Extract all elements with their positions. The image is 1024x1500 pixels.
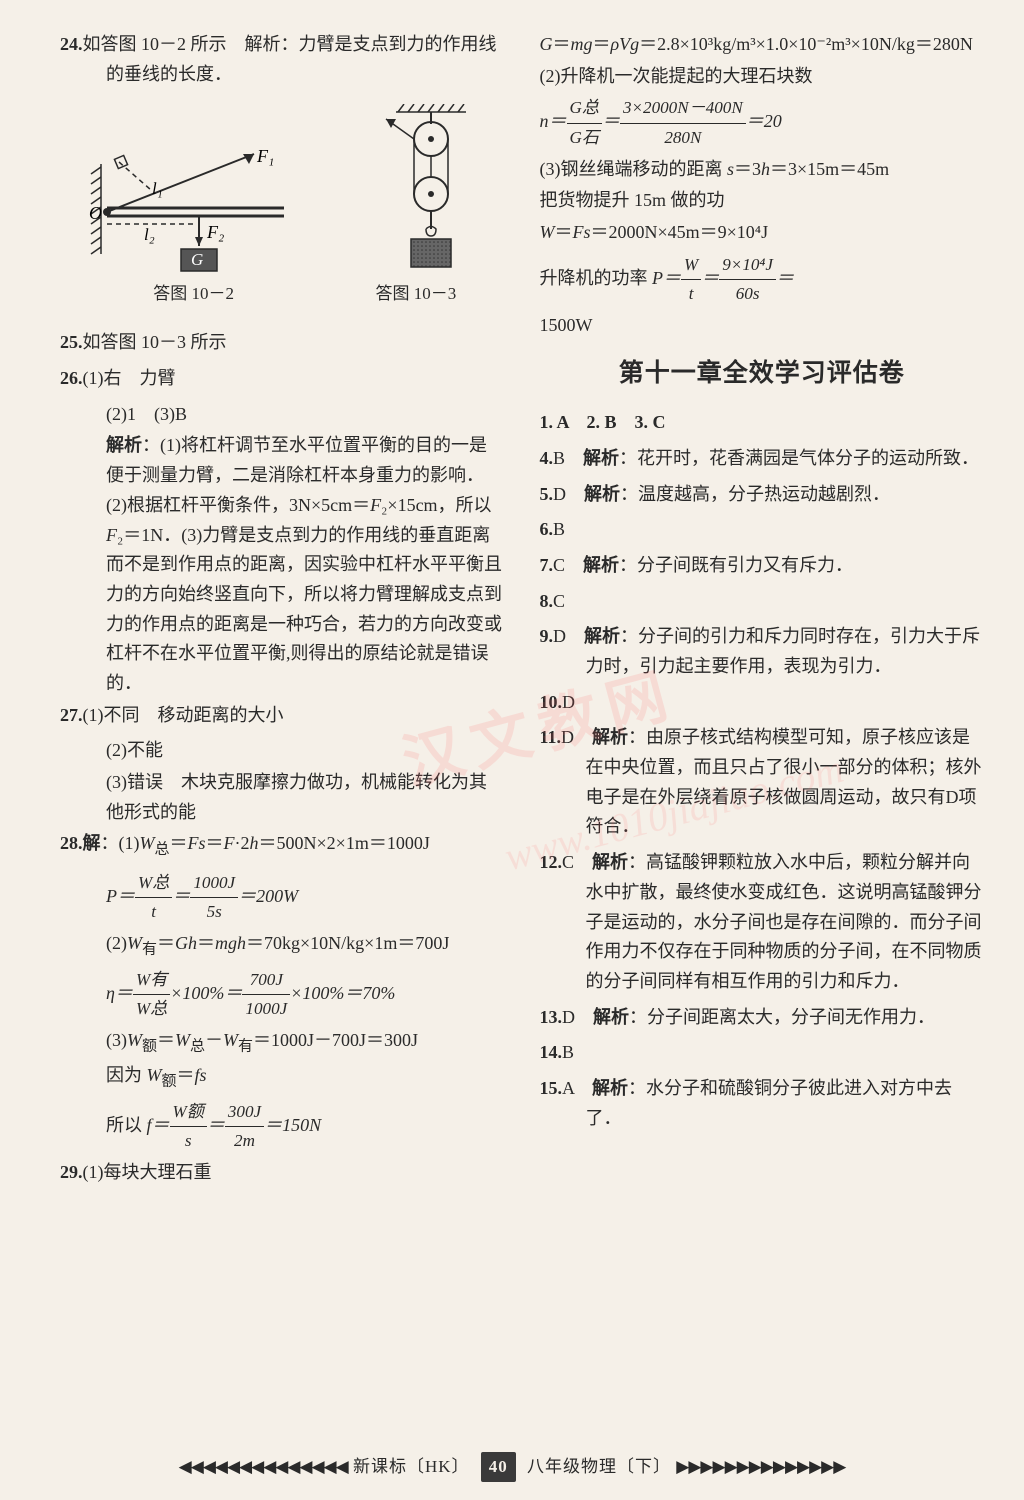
q6: 6.B	[540, 515, 985, 545]
item-28-intro: 解：(1)W总＝Fs＝F·2h＝500N×2×1m＝1000J	[83, 833, 430, 853]
q4: 4.B 解析：花开时，花香满园是气体分子的运动所致．	[540, 444, 985, 474]
right-column: G＝mg＝ρVg＝2.8×10³kg/m³×1.0×10⁻²m³×10N/kg＝…	[540, 30, 985, 1194]
item-24-text: 如答图 10－2 所示 解析：力臂是支点到力的作用线的垂线的长度．	[83, 34, 497, 84]
item-28-wextra: (3)W额＝W总－W有＝1000J－700J＝300J	[60, 1026, 505, 1059]
item-25-text: 如答图 10－3 所示	[83, 332, 227, 352]
item-27: 27.(1)不同 移动距离的大小	[60, 701, 505, 731]
figure-row: O F₁ F₂ l₁ l₂ G 答图 10－2	[60, 104, 505, 308]
item-24: 24.如答图 10－2 所示 解析：力臂是支点到力的作用线的垂线的长度．	[60, 30, 505, 89]
item-28-f-formula: 所以 f＝W额s＝300J2m＝150N	[60, 1098, 505, 1155]
r-l1: G＝mg＝ρVg＝2.8×10³kg/m³×1.0×10⁻²m³×10N/kg＝…	[540, 30, 985, 60]
item-26-line2: (2)1 (3)B	[60, 400, 505, 430]
q10: 10.D	[540, 688, 985, 718]
item-28-wh: (2)W有＝Gh＝mgh＝70kg×10N/kg×1m＝700J	[60, 929, 505, 962]
svg-text:F₁: F₁	[256, 146, 274, 166]
q8: 8.C	[540, 587, 985, 617]
item-28-eta-formula: η＝W有W总×100%＝700J1000J×100%＝70%	[60, 966, 505, 1023]
svg-text:l₁: l₁	[152, 179, 163, 198]
r-l4: 把货物提升 15m 做的功	[540, 186, 985, 216]
footer-right-arrows: ▶▶▶▶▶▶▶▶▶▶▶▶▶▶	[676, 1457, 845, 1476]
item-27-num: 27.	[60, 705, 83, 725]
item-28-num: 28.	[60, 833, 83, 853]
footer-right-text: 八年级物理〔下〕	[527, 1457, 671, 1476]
item-28-because: 因为 W额＝fs	[60, 1061, 505, 1094]
item-26-explain: 解析：解析：(1)将杠杆调节至水平位置平衡的目的一是便于测量力臂，二是消除杠杆本…	[60, 431, 505, 698]
page-number: 40	[481, 1452, 516, 1482]
svg-text:l₂: l₂	[144, 225, 155, 244]
page-container: 24.如答图 10－2 所示 解析：力臂是支点到力的作用线的垂线的长度．	[60, 30, 984, 1194]
r-l6: 1500W	[540, 311, 985, 341]
q14: 14.B	[540, 1038, 985, 1068]
item-24-num: 24.	[60, 34, 83, 54]
figure-right: 答图 10－3	[356, 104, 476, 308]
item-25-num: 25.	[60, 332, 83, 352]
chapter-title: 第十一章全效学习评估卷	[540, 353, 985, 394]
item-29-text: (1)每块大理石重	[83, 1162, 212, 1182]
item-25: 25.如答图 10－3 所示	[60, 328, 505, 358]
q9: 9.D 解析：分子间的引力和斥力同时存在，引力大于斥力时，引力起主要作用，表现为…	[540, 622, 985, 681]
r-n-formula: n＝G总G石＝3×2000N－400N280N＝20	[540, 94, 985, 151]
pulley-diagram-icon	[356, 104, 476, 274]
q11: 11.D 解析：由原子核式结构模型可知，原子核应该是在中央位置，而且只占了很小一…	[540, 723, 985, 842]
item-27-line3: (3)错误 木块克服摩擦力做功，机械能转化为其他形式的能	[60, 768, 505, 827]
item-28: 28.解：(1)W总＝Fs＝F·2h＝500N×2×1m＝1000J	[60, 829, 505, 862]
svg-text:F₂: F₂	[206, 222, 224, 242]
figure-right-caption: 答图 10－3	[356, 280, 476, 308]
item-26-line1: (1)右 力臂	[83, 368, 176, 388]
item-26: 26.(1)右 力臂	[60, 364, 505, 394]
q7: 7.C 解析：分子间既有引力又有斥力．	[540, 551, 985, 581]
r-l2: (2)升降机一次能提起的大理石块数	[540, 62, 985, 92]
item-26-num: 26.	[60, 368, 83, 388]
item-27-line1: (1)不同 移动距离的大小	[83, 705, 284, 725]
item-27-line2: (2)不能	[60, 736, 505, 766]
left-column: 24.如答图 10－2 所示 解析：力臂是支点到力的作用线的垂线的长度．	[60, 30, 505, 1194]
figure-left-caption: 答图 10－2	[89, 280, 299, 308]
footer-left-text: 新课标〔HK〕	[353, 1457, 470, 1476]
figure-left: O F₁ F₂ l₁ l₂ G 答图 10－2	[89, 124, 299, 308]
item-28-p-formula: P＝W总t＝1000J5s＝200W	[60, 869, 505, 926]
q5: 5.D 解析：温度越高，分子热运动越剧烈．	[540, 480, 985, 510]
lever-diagram-icon: O F₁ F₂ l₁ l₂ G	[89, 124, 299, 274]
q15: 15.A 解析：水分子和硫酸铜分子彼此进入对方中去了．	[540, 1074, 985, 1133]
item-29: 29.(1)每块大理石重	[60, 1158, 505, 1188]
svg-text:O: O	[89, 203, 102, 223]
item-29-num: 29.	[60, 1162, 83, 1182]
svg-text:G: G	[191, 250, 203, 269]
q13: 13.D 解析：分子间距离太大，分子间无作用力．	[540, 1003, 985, 1033]
footer-left-arrows: ◀◀◀◀◀◀◀◀◀◀◀◀◀◀	[179, 1457, 348, 1476]
r-p-formula: 升降机的功率 P＝Wt＝9×10⁴J60s＝	[540, 251, 985, 308]
q1-3: 1. A 2. B 3. C	[540, 408, 985, 438]
page-footer: ◀◀◀◀◀◀◀◀◀◀◀◀◀◀ 新课标〔HK〕 40 八年级物理〔下〕 ▶▶▶▶▶…	[0, 1452, 1024, 1482]
q12: 12.C 解析：高锰酸钾颗粒放入水中后，颗粒分解并向水中扩散，最终使水变成红色．…	[540, 848, 985, 996]
r-l5: W＝Fs＝2000N×45m＝9×10⁴J	[540, 218, 985, 248]
r-l3: (3)钢丝绳端移动的距离 s＝3h＝3×15m＝45m	[540, 155, 985, 185]
